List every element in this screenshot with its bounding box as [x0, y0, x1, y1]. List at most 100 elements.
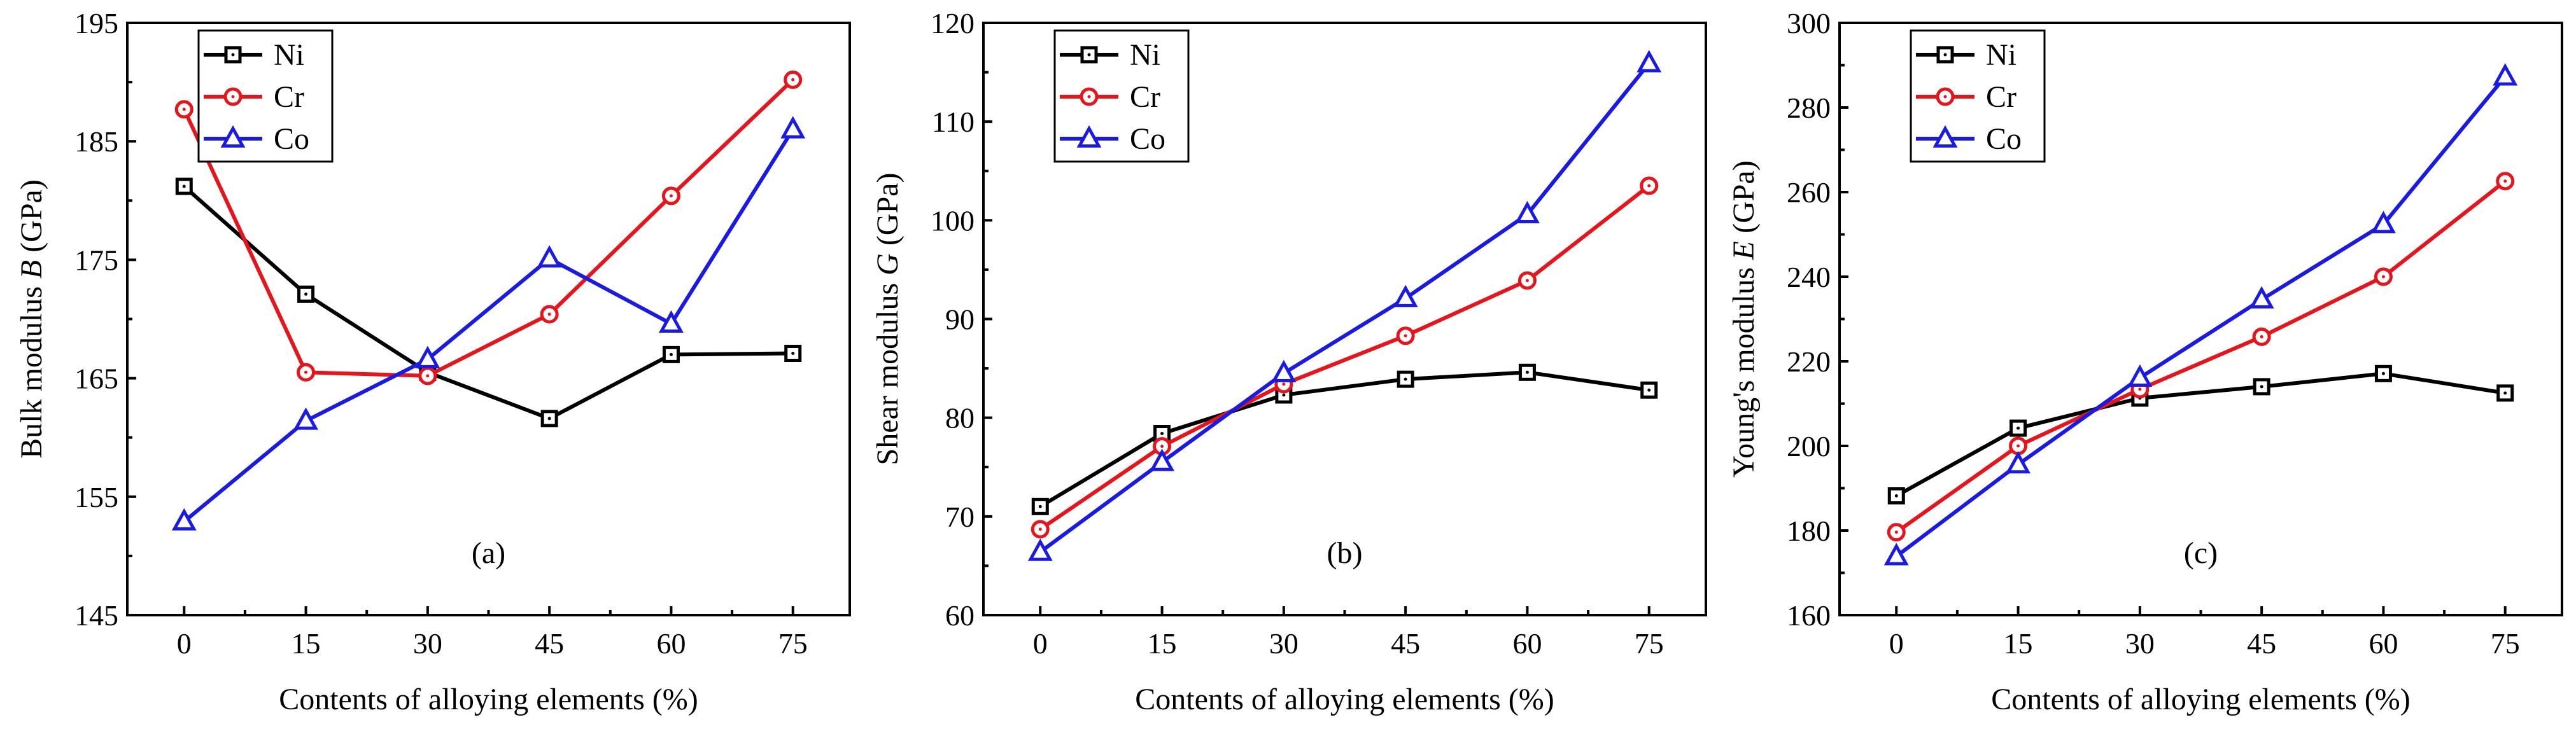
chart-c-legend-label-co: Co	[1986, 122, 2022, 156]
chart-c-y-tick-label: 180	[1787, 515, 1831, 547]
chart-a-series-cr-point-center	[547, 312, 551, 316]
chart-b-y-tick-label: 100	[931, 204, 975, 237]
chart-c-series-co-point	[2249, 286, 2274, 309]
chart-c-x-tick-label: 45	[2247, 627, 2276, 660]
chart-b-legend-label-ni: Ni	[1130, 38, 1160, 72]
chart-a-legend-marker-cr-center	[231, 95, 235, 99]
chart-b-series-ni-point-center	[1525, 370, 1529, 374]
chart-b-y-axis-title: Shear modulus G (GPa)	[871, 173, 904, 466]
chart-c-x-tick-label: 30	[2125, 627, 2155, 660]
chart-c-y-tick-label: 160	[1787, 599, 1831, 632]
chart-c-x-tick-label: 15	[2004, 627, 2033, 660]
chart-c-series-co-point	[1883, 543, 1909, 566]
chart-b-series-cr-line	[1039, 184, 1650, 531]
chart-b-series-co-point	[1393, 284, 1418, 307]
chart-c-series-ni-point-center	[2503, 391, 2507, 395]
chart-a-series-co-point	[780, 116, 806, 139]
chart-c-series-cr-point-center	[2260, 335, 2263, 338]
chart-c-y-tick-label: 300	[1787, 7, 1831, 39]
chart-a-x-tick-label: 75	[778, 627, 808, 660]
chart-b-series-ni-point-center	[1404, 377, 1407, 381]
chart-a-series-co-line	[183, 128, 795, 524]
chart-a-series-ni-point-center	[669, 352, 673, 356]
chart-c-y-axis-title: Young's modulus E (GPa)	[1727, 160, 1761, 478]
chart-b-x-tick-label: 30	[1269, 627, 1299, 660]
chart-b-x-tick-label: 75	[1635, 627, 1664, 660]
chart-c-series-ni-point-center	[1894, 494, 1898, 497]
chart-a-series-co-point	[537, 245, 562, 268]
chart-c-y-tick-label: 200	[1787, 430, 1831, 462]
chart-b-y-tick-label: 70	[945, 501, 975, 533]
chart-b-series-cr-point-center	[1525, 279, 1529, 282]
chart-c-x-tick-label: 0	[1889, 627, 1904, 660]
chart-c-panel-label: (c)	[2184, 536, 2218, 570]
chart-a-series-cr-point-center	[426, 374, 430, 378]
chart-a-series-cr-line	[182, 78, 794, 378]
chart-a-legend-label-cr: Cr	[274, 80, 304, 114]
chart-a-x-tick-label: 45	[535, 627, 564, 660]
chart-a-series-co-point	[171, 508, 197, 531]
chart-a-y-tick-label: 195	[74, 7, 118, 39]
chart-a-series-ni-point-center	[304, 292, 308, 296]
chart-c-series-ni-point-center	[2381, 371, 2385, 375]
chart-b-series-co-point	[1150, 448, 1174, 471]
chart-c-x-tick-label: 60	[2368, 627, 2398, 660]
chart-b-series-cr-point-center	[1404, 334, 1407, 338]
chart-c-legend-label-cr: Cr	[1986, 80, 2016, 114]
chart-b-legend-marker-cr-center	[1087, 95, 1091, 99]
chart-a-series-cr-point-center	[304, 370, 308, 374]
chart-a-series-co-point	[659, 310, 684, 333]
chart-b-y-tick-label: 90	[945, 303, 975, 336]
chart-a-series-co-point	[415, 345, 440, 368]
chart-b-x-tick-label: 60	[1512, 627, 1542, 660]
chart-a-x-tick-label: 30	[413, 627, 442, 660]
chart-b-legend-marker-co	[1076, 125, 1102, 148]
chart-c-series-cr-point-center	[2503, 179, 2507, 183]
chart-c-series-ni-point-center	[2260, 385, 2263, 389]
chart-c-legend-marker-ni-center	[1943, 53, 1947, 57]
chart-a-x-tick-label: 15	[292, 627, 321, 660]
chart-b-x-tick-label: 0	[1033, 627, 1048, 660]
chart-c-series-ni-line	[1895, 371, 2506, 498]
chart-b-y-tick-label: 110	[932, 106, 975, 138]
chart-c-legend-marker-cr-center	[1943, 95, 1947, 99]
chart-b-series-co-point	[1636, 50, 1662, 73]
chart-b-series-ni-point-center	[1282, 393, 1286, 397]
chart-a-y-tick-label: 165	[74, 363, 118, 395]
chart-a-legend-label-ni: Ni	[274, 38, 304, 72]
chart-c-legend-label-ni: Ni	[1986, 38, 2016, 72]
chart-a-y-tick-label: 185	[74, 125, 118, 158]
chart-a-series-ni-point-center	[182, 184, 186, 188]
chart-b-series-cr-point-center	[1647, 184, 1651, 188]
chart-a-series-co-point	[293, 407, 318, 430]
chart-b-y-tick-label: 60	[945, 599, 975, 632]
chart-c-y-tick-label: 260	[1787, 176, 1831, 209]
chart-c-legend-marker-co	[1932, 125, 1958, 148]
chart-b-y-tick-label: 80	[945, 402, 975, 434]
panel-bulk-modulus: 145 155 165 175 185 195 0 15 30 45 60 75 Contents of…	[15, 7, 851, 716]
chart-a-series-cr-point-center	[182, 108, 186, 111]
chart-a-y-axis-title: Bulk modulus B (GPa)	[15, 179, 48, 459]
chart-a-legend-label-co: Co	[274, 122, 309, 156]
chart-a-x-tick-label: 0	[177, 627, 192, 660]
chart-c-y-tick-label: 280	[1787, 92, 1831, 124]
panel-shear-modulus: 60 70 80 90 100 110 120 0 15 30 45 60 75 Contents of …	[871, 7, 1707, 716]
chart-a-series-ni-point-center	[791, 351, 795, 355]
chart-a-y-tick-label: 145	[74, 599, 118, 632]
chart-c-series-cr-line	[1895, 179, 2507, 534]
chart-c-series-co-point	[2493, 63, 2518, 86]
chart-a-legend-marker-co	[220, 125, 246, 148]
chart-a-series-cr-point-center	[669, 194, 673, 198]
chart-a-series-ni-line	[183, 184, 793, 420]
chart-c-series-co-point	[2127, 364, 2153, 387]
chart-c-series-co-line	[1895, 75, 2507, 558]
chart-c-y-tick-label: 240	[1787, 261, 1831, 293]
chart-b-series-cr-point-center	[1038, 527, 1042, 531]
chart-b-legend-label-co: Co	[1130, 122, 1165, 156]
chart-b-panel-label: (b)	[1327, 536, 1363, 570]
chart-c-series-cr-point-center	[1894, 531, 1898, 534]
chart-c-series-co-point	[2371, 211, 2396, 233]
chart-b-series-co-point	[1027, 538, 1053, 561]
chart-a-x-tick-label: 60	[656, 627, 686, 660]
